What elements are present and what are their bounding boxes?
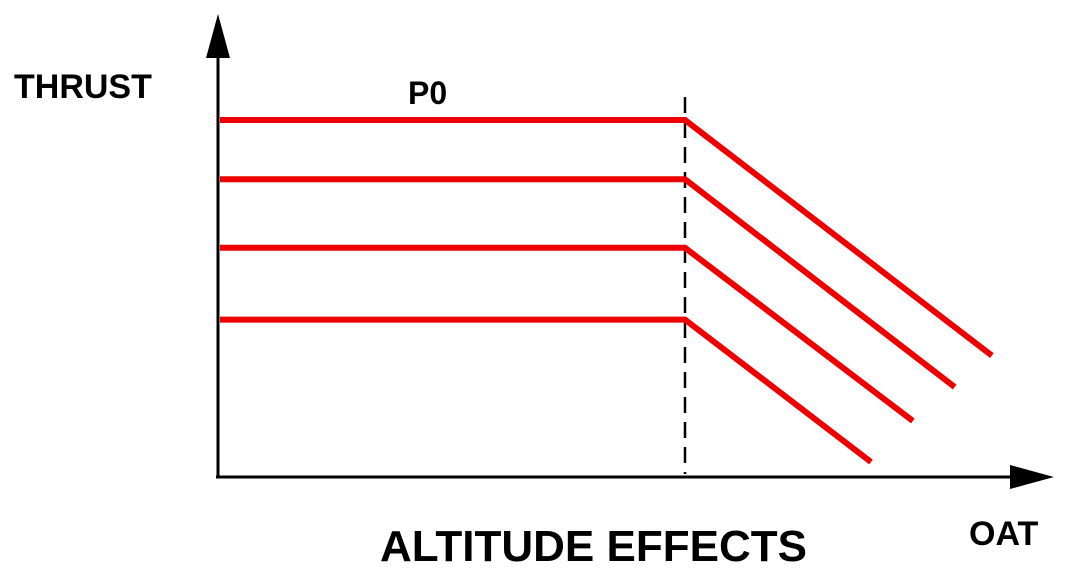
diagram-title: ALTITUDE EFFECTS: [380, 522, 807, 571]
series-line-1: [220, 117, 994, 358]
y-axis-label: THRUST: [14, 68, 152, 106]
y-axis-arrow-icon: [206, 14, 230, 58]
series-lines: [220, 117, 994, 465]
series-line-2: [220, 176, 957, 390]
x-axis-label: OAT: [969, 515, 1038, 553]
x-axis-arrow-icon: [1010, 465, 1054, 489]
series-line-3: [220, 244, 915, 424]
series-line-4: [220, 316, 873, 465]
series-label-p0: P0: [408, 75, 447, 111]
